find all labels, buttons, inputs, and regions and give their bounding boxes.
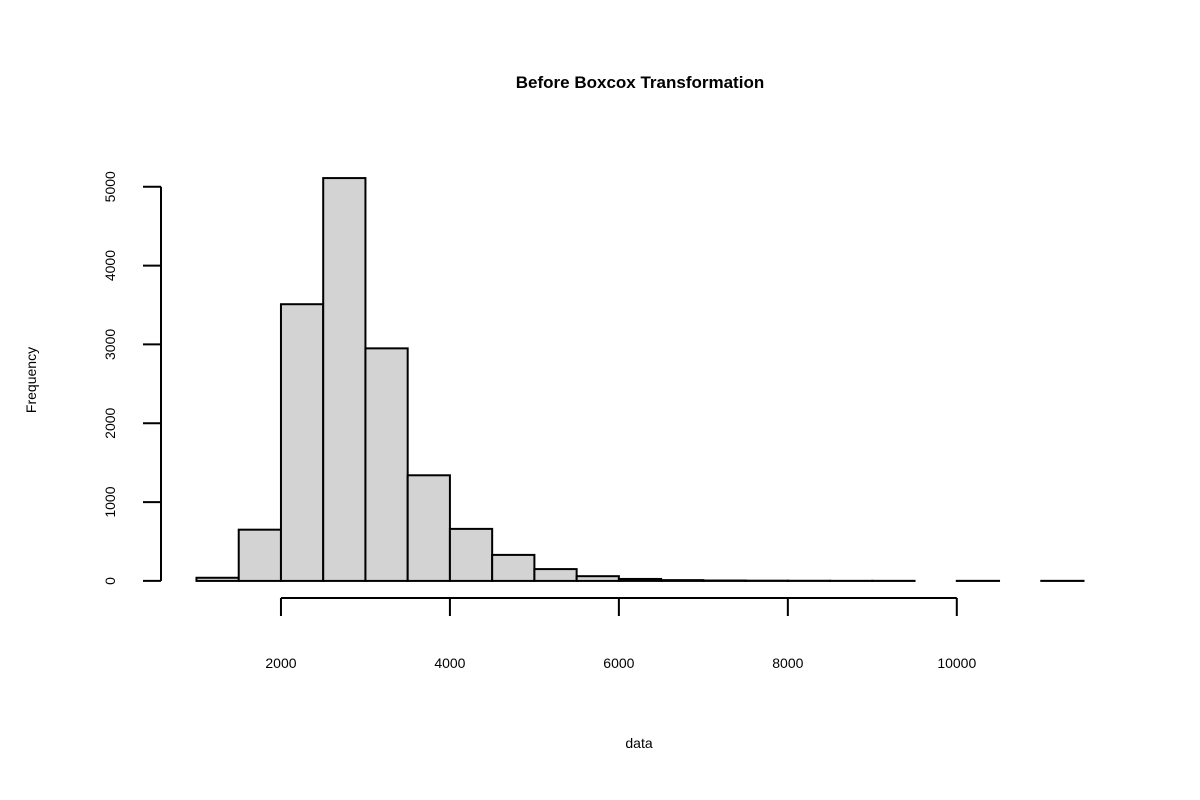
bar	[406, 474, 451, 582]
x-tick-label: 2000	[265, 655, 296, 671]
bar	[448, 527, 494, 582]
x-tick-label: 4000	[434, 655, 465, 671]
y-tick-label: 5000	[102, 171, 118, 202]
bar	[533, 568, 578, 582]
y-axis-label: Frequency	[23, 347, 39, 413]
bar	[195, 576, 240, 582]
y-tick-label: 4000	[102, 250, 118, 281]
bar	[660, 579, 705, 582]
bar	[575, 575, 620, 582]
bar	[617, 577, 663, 582]
bar	[364, 347, 409, 582]
x-tick-label: 8000	[772, 655, 803, 671]
x-tick-label: 6000	[603, 655, 634, 671]
bar	[279, 303, 325, 582]
y-tick-label: 2000	[102, 407, 118, 438]
bar	[237, 528, 282, 582]
y-tick-label: 0	[102, 577, 118, 585]
bar	[491, 553, 536, 582]
bar	[322, 177, 367, 582]
x-axis-label: data	[625, 735, 652, 751]
chart-title: Before Boxcox Transformation	[516, 73, 764, 92]
y-tick-label: 3000	[102, 329, 118, 360]
x-tick-label: 10000	[937, 655, 976, 671]
y-tick-label: 1000	[102, 486, 118, 517]
